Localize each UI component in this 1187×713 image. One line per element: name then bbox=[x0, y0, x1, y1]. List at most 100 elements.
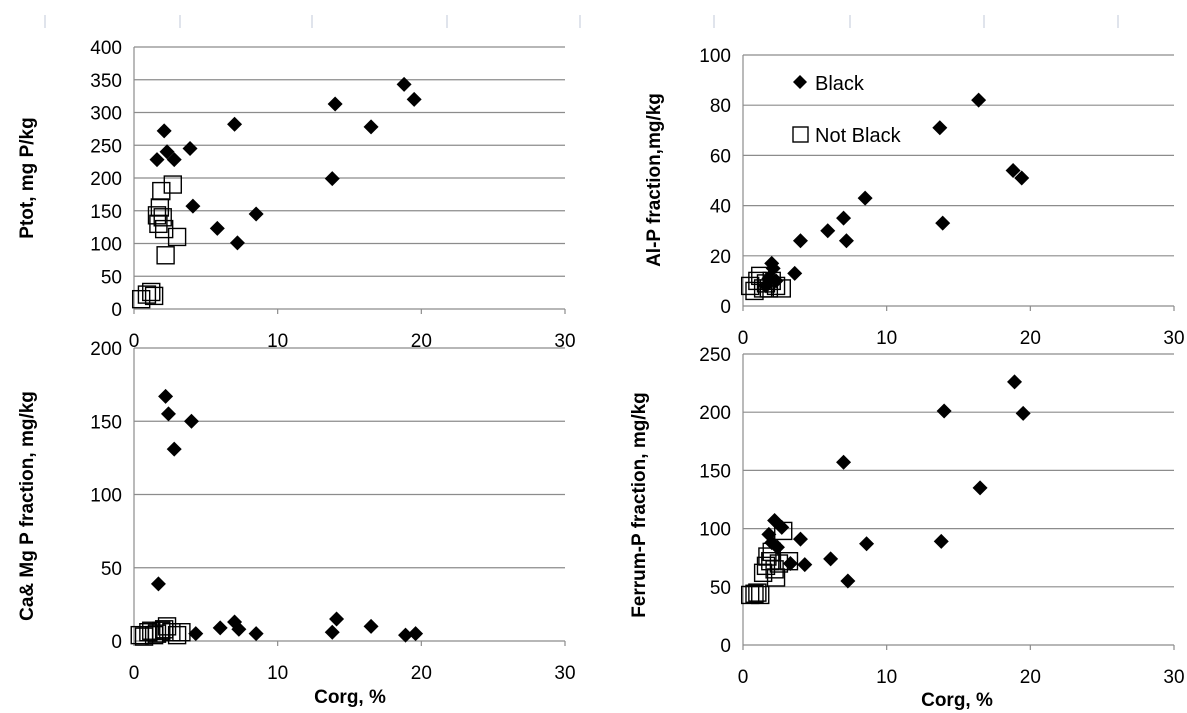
y-tick-label: 100 bbox=[699, 46, 731, 67]
data-point-not-black bbox=[766, 568, 786, 587]
data-point-black bbox=[182, 141, 198, 157]
data-point-black bbox=[158, 388, 174, 404]
y-tick-label: 350 bbox=[90, 71, 122, 92]
data-point-black bbox=[149, 152, 165, 168]
y-tick-label: 20 bbox=[710, 247, 731, 268]
x-tick-label: 10 bbox=[267, 663, 288, 684]
y-tick-label: 0 bbox=[111, 300, 122, 321]
y-tick-label: 300 bbox=[90, 104, 122, 125]
data-point-black bbox=[972, 480, 988, 496]
data-point-black bbox=[859, 536, 875, 552]
data-point-not-black bbox=[740, 585, 760, 605]
y-tick-label: 0 bbox=[111, 632, 122, 653]
data-point-not-black bbox=[167, 227, 187, 247]
y-axis-label: Ferrum-P fraction, mg/kg bbox=[629, 392, 650, 618]
data-point-black bbox=[797, 557, 813, 573]
data-point-black bbox=[327, 96, 343, 112]
panel-ferrum-p: Ferrum-P fraction, mg/kg Corg, % 0501001… bbox=[629, 345, 1185, 711]
legend-label-black: Black bbox=[815, 73, 865, 95]
data-point-black bbox=[932, 120, 948, 136]
y-tick-label: 200 bbox=[90, 339, 122, 360]
x-tick-label: 0 bbox=[738, 667, 749, 688]
y-tick-label: 150 bbox=[90, 202, 122, 223]
data-point-black bbox=[324, 624, 340, 640]
data-point-black bbox=[857, 190, 873, 206]
data-point-black bbox=[1007, 374, 1023, 390]
x-tick-label: 10 bbox=[267, 331, 288, 352]
x-tick-label: 30 bbox=[1163, 667, 1184, 688]
data-point-black bbox=[768, 273, 784, 289]
y-tick-label: 250 bbox=[90, 136, 122, 157]
data-point-black bbox=[408, 626, 424, 642]
data-point-black bbox=[183, 413, 199, 429]
data-point-not-black bbox=[152, 621, 171, 640]
data-point-black bbox=[166, 441, 182, 457]
y-tick-label: 60 bbox=[710, 146, 731, 167]
data-point-not-black bbox=[131, 289, 151, 309]
x-tick-label: 30 bbox=[1163, 328, 1184, 349]
data-point-not-black bbox=[153, 208, 172, 227]
data-point-not-black bbox=[156, 246, 175, 265]
data-point-black bbox=[769, 539, 785, 555]
y-tick-label: 100 bbox=[699, 520, 731, 541]
data-point-black bbox=[329, 611, 345, 627]
x-tick-label: 20 bbox=[1020, 667, 1041, 688]
data-point-black bbox=[248, 626, 264, 642]
data-point-not-black bbox=[163, 175, 182, 194]
data-point-black bbox=[363, 119, 379, 135]
legend-label-not-black: Not Black bbox=[815, 125, 902, 147]
data-point-black bbox=[324, 171, 340, 187]
data-point-black bbox=[935, 215, 951, 231]
data-point-black bbox=[160, 406, 176, 422]
x-tick-label: 10 bbox=[876, 667, 897, 688]
data-point-black bbox=[933, 533, 949, 549]
data-point-not-black bbox=[748, 583, 767, 602]
data-point-not-black bbox=[162, 623, 181, 642]
legend-marker-black bbox=[793, 75, 807, 89]
y-tick-label: 150 bbox=[90, 412, 122, 433]
data-point-black bbox=[782, 556, 798, 572]
data-point-not-black bbox=[753, 563, 773, 583]
data-point-not-black bbox=[137, 285, 157, 304]
data-point-black bbox=[209, 220, 225, 236]
y-axis-label: Ptot, mg P/kg bbox=[17, 117, 38, 238]
data-point-black bbox=[1014, 170, 1030, 186]
data-point-black bbox=[398, 627, 414, 643]
data-point-not-black bbox=[745, 584, 764, 603]
y-tick-label: 150 bbox=[699, 461, 731, 482]
data-point-black bbox=[396, 76, 412, 92]
x-tick-label: 20 bbox=[411, 331, 432, 352]
data-point-black bbox=[836, 454, 852, 470]
data-point-black bbox=[227, 116, 243, 132]
data-point-not-black bbox=[142, 621, 161, 640]
data-point-black bbox=[840, 573, 856, 589]
data-point-black bbox=[1005, 162, 1021, 178]
y-tick-label: 50 bbox=[710, 578, 731, 599]
data-point-black bbox=[363, 618, 379, 634]
legend: Black Not Black bbox=[792, 73, 902, 147]
data-point-black bbox=[1015, 405, 1031, 421]
x-axis-label: Corg, % bbox=[314, 687, 386, 708]
y-axis-label: Al-P fraction,mg/kg bbox=[644, 93, 665, 267]
data-point-not-black bbox=[751, 585, 770, 605]
data-point-black bbox=[823, 551, 839, 567]
data-point-not-black bbox=[144, 286, 164, 306]
legend-marker-not-black bbox=[792, 126, 809, 143]
x-tick-label: 0 bbox=[129, 663, 140, 684]
data-point-not-black bbox=[142, 282, 161, 302]
x-tick-label: 20 bbox=[411, 663, 432, 684]
data-point-black bbox=[971, 92, 987, 108]
data-point-black bbox=[248, 206, 264, 222]
data-point-not-black bbox=[147, 624, 167, 643]
data-point-black bbox=[231, 621, 247, 637]
data-point-black bbox=[792, 531, 808, 547]
x-tick-label: 30 bbox=[554, 663, 575, 684]
data-point-not-black bbox=[152, 181, 171, 201]
y-axis-label: Ca& Mg P fraction, mg/kg bbox=[17, 391, 38, 621]
y-tick-label: 40 bbox=[710, 197, 731, 218]
data-point-black bbox=[150, 576, 166, 592]
data-point-black bbox=[188, 626, 204, 642]
data-point-not-black bbox=[779, 551, 799, 571]
